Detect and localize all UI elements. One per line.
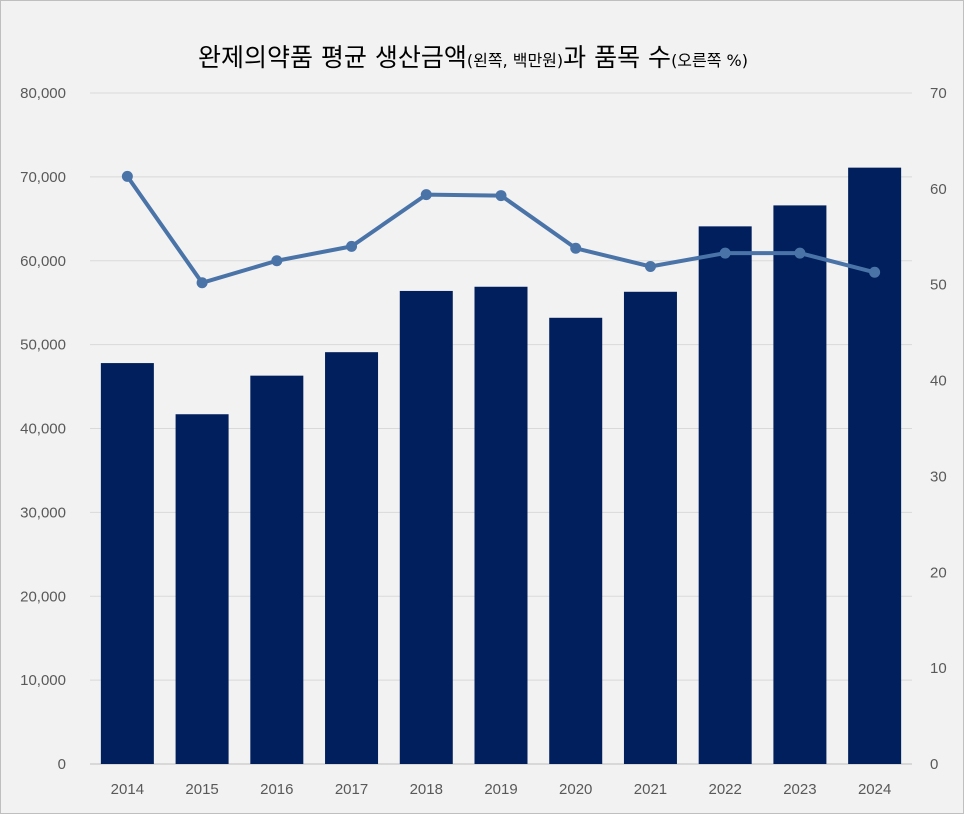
left-axis-tick-label: 50,000 — [20, 337, 66, 354]
x-axis-tick-label: 2021 — [634, 781, 667, 798]
title-right-note: (오른쪽 %) — [671, 51, 748, 70]
right-axis-tick-label: 0 — [930, 756, 938, 773]
x-axis-tick-label: 2022 — [708, 781, 741, 798]
left-axis-tick-label: 80,000 — [20, 85, 66, 102]
line-point — [271, 255, 283, 267]
left-axis-tick-label: 70,000 — [20, 169, 66, 186]
x-axis-tick-label: 2015 — [185, 781, 218, 798]
tick-labels: 0 10,000 20,000 30,000 40,000 50,000 60,000 70,… — [20, 85, 947, 798]
left-axis-tick-label: 10,000 — [20, 672, 66, 689]
x-axis-tick-label: 2016 — [260, 781, 293, 798]
right-axis-tick-label: 50 — [930, 277, 947, 294]
left-axis-tick-label: 30,000 — [20, 504, 66, 521]
right-axis-tick-label: 10 — [930, 660, 947, 677]
right-axis-tick-label: 70 — [930, 85, 947, 102]
bar — [175, 414, 229, 764]
line-point — [794, 247, 806, 259]
left-axis-tick-label: 40,000 — [20, 421, 66, 438]
line-point — [196, 277, 208, 289]
line-point — [121, 170, 133, 182]
line-series — [121, 170, 881, 289]
x-axis-tick-label: 2018 — [410, 781, 443, 798]
bar — [848, 167, 902, 764]
line-point — [570, 242, 582, 254]
left-axis-tick-label: 60,000 — [20, 253, 66, 270]
x-axis-tick-label: 2014 — [111, 781, 144, 798]
bar — [399, 290, 453, 764]
right-axis-tick-label: 60 — [930, 181, 947, 198]
bar — [623, 291, 677, 764]
bar — [474, 286, 528, 764]
line-point — [420, 189, 432, 201]
line-point — [719, 247, 731, 259]
title-mid: 과 품목 수 — [563, 43, 672, 72]
x-axis-tick-label: 2017 — [335, 781, 368, 798]
line-point — [644, 261, 656, 273]
x-axis-tick-label: 2023 — [783, 781, 816, 798]
chart-title: 완제의약품 평균 생산금액(왼쪽, 백만원)과 품목 수(오른쪽 %) — [0, 38, 946, 74]
right-axis-tick-label: 40 — [930, 373, 947, 390]
bar — [773, 205, 827, 764]
bar — [325, 352, 379, 764]
right-axis-tick-label: 30 — [930, 468, 947, 485]
bar-series — [100, 167, 902, 764]
x-axis-tick-label: 2024 — [858, 781, 891, 798]
x-axis-tick-label: 2020 — [559, 781, 592, 798]
line-point — [869, 266, 881, 278]
x-axis-tick-label: 2019 — [484, 781, 517, 798]
bar — [698, 226, 752, 764]
title-main: 완제의약품 평균 생산금액 — [197, 43, 467, 72]
bar — [250, 375, 304, 764]
title-left-note: (왼쪽, 백만원) — [466, 51, 564, 70]
line-point — [346, 240, 358, 252]
left-axis-tick-label: 0 — [58, 756, 66, 773]
left-axis-tick-label: 20,000 — [20, 588, 66, 605]
line-point — [495, 190, 507, 202]
bar — [549, 317, 603, 764]
right-axis-tick-label: 20 — [930, 564, 947, 581]
bar — [100, 363, 154, 764]
